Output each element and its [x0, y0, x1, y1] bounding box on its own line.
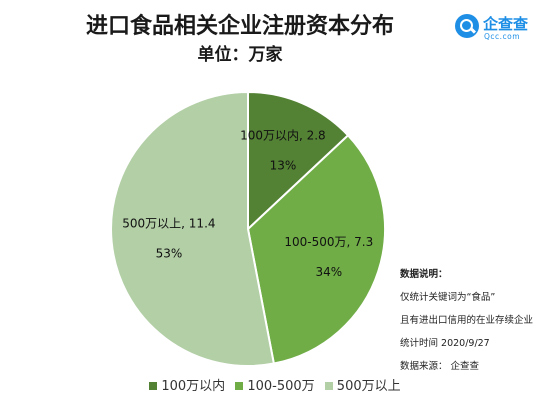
slice-value-label: 500万以上, 11.4 [122, 217, 215, 231]
note-line: 且有进出口信用的在业存续企业 [400, 315, 534, 326]
brand-domain: Qcc.com [484, 32, 521, 41]
slice-value-label: 100-500万, 7.3 [284, 235, 373, 249]
legend-item: 100万以内 [149, 375, 225, 394]
note-title: 数据说明： [400, 269, 448, 280]
legend-swatch [235, 381, 244, 390]
pie-slice [110, 90, 276, 367]
chart-subtitle: 单位：万家 [197, 45, 283, 65]
legend: 100万以内 100-500万 500万以上 [0, 375, 550, 394]
legend-swatch [149, 381, 158, 390]
legend-label: 100万以内 [161, 379, 226, 394]
note-line: 仅统计关键词为“食品” [400, 292, 496, 303]
brand-name: 企查查 [483, 15, 529, 33]
slice-value-label: 100万以内, 2.8 [240, 129, 326, 143]
data-note: 数据说明： 仅统计关键词为“食品” 且有进出口信用的在业存续企业 统计时间 20… [400, 268, 548, 383]
legend-swatch [324, 381, 333, 390]
slice-percent-label: 13% [270, 159, 297, 173]
legend-label: 100-500万 [247, 379, 315, 394]
chart-title: 进口食品相关企业注册资本分布 [85, 14, 394, 39]
note-line: 统计时间 2020/9/27 [400, 338, 490, 349]
magnifier-icon [455, 14, 479, 38]
legend-label: 500万以上 [336, 379, 401, 394]
brand-logo: 企查查 Qcc.com [455, 12, 547, 46]
pie-slice [247, 90, 350, 232]
legend-item: 500万以上 [324, 375, 401, 394]
pie-slices [110, 90, 386, 367]
pie-labels: 100万以内, 2.8 13% 100-500万, 7.3 34% 500万以上, 11… [122, 129, 373, 280]
slice-percent-label: 53% [156, 247, 183, 261]
slice-percent-label: 34% [315, 265, 342, 279]
note-line: 数据来源： 企查查 [400, 361, 480, 372]
legend-item: 100-500万 [235, 375, 315, 394]
pie-slice [246, 133, 386, 365]
